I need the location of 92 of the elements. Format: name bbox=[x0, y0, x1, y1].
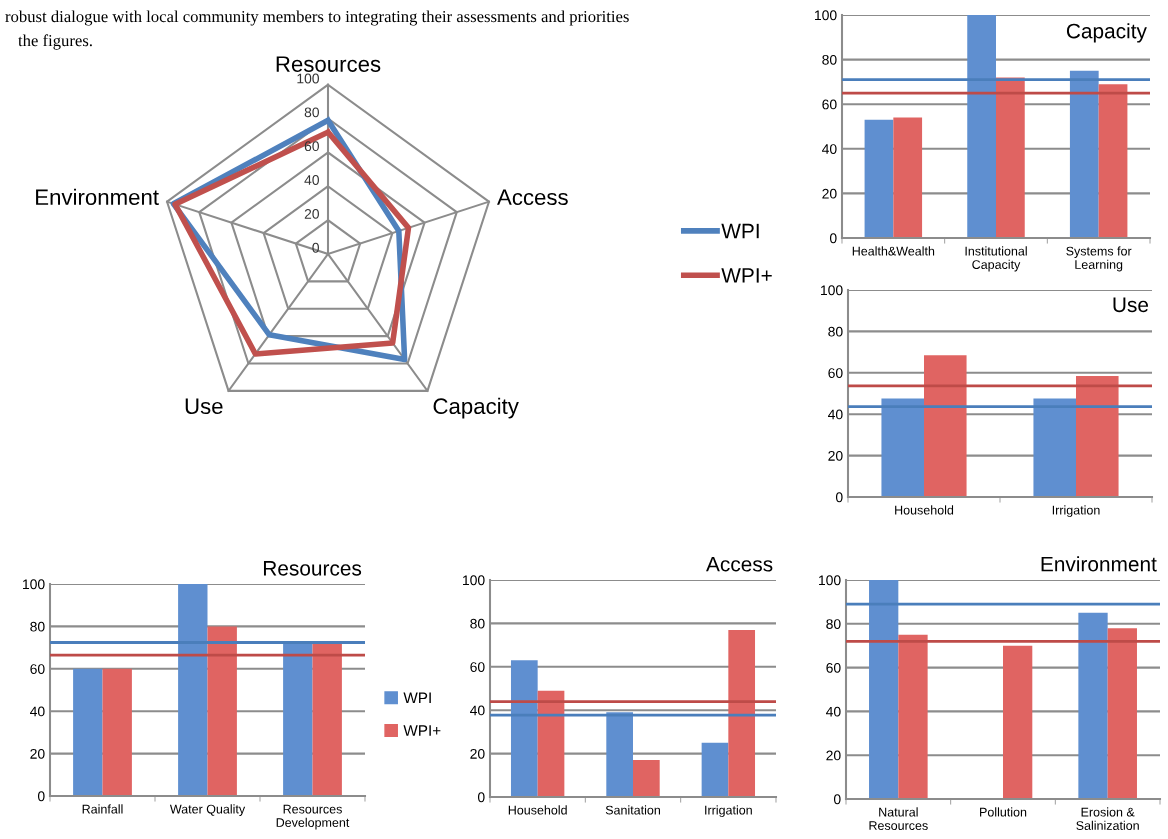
y-tick-label: 100 bbox=[815, 10, 837, 21]
x-tick-label: Systems for Learning bbox=[1066, 246, 1132, 272]
y-tick-label: 100 bbox=[297, 73, 319, 84]
legend-label: WPI bbox=[403, 692, 431, 704]
bar bbox=[1076, 375, 1119, 497]
y-tick-label: 100 bbox=[821, 285, 843, 296]
y-tick-label: 60 bbox=[828, 368, 843, 378]
x-tick-label: Resources Development bbox=[276, 804, 350, 830]
bar bbox=[207, 626, 237, 796]
spoke-label: Capacity bbox=[433, 397, 519, 419]
x-tick-label: Rainfall bbox=[82, 804, 123, 814]
x-tick-label: Irrigation bbox=[705, 805, 752, 817]
bar bbox=[1003, 645, 1033, 799]
text: the figures. bbox=[18, 34, 92, 50]
spoke-label: Access bbox=[497, 189, 568, 206]
y-tick-label: 40 bbox=[826, 706, 841, 717]
spoke-label: Environment bbox=[36, 188, 159, 206]
bar bbox=[881, 398, 924, 497]
bar bbox=[898, 634, 928, 799]
y-tick-label: 100 bbox=[23, 579, 45, 590]
bar bbox=[1098, 84, 1128, 238]
chart-title: Use bbox=[1113, 297, 1149, 313]
y-tick-label: 0 bbox=[835, 492, 843, 503]
bar bbox=[312, 643, 342, 796]
bar bbox=[869, 580, 899, 799]
y-tick-label: 60 bbox=[822, 99, 837, 110]
bar bbox=[924, 355, 967, 497]
bar bbox=[178, 584, 208, 796]
y-tick-label: 20 bbox=[304, 208, 319, 219]
y-tick-label: 80 bbox=[470, 618, 485, 629]
y-tick-label: 60 bbox=[470, 662, 485, 672]
y-tick-label: 40 bbox=[828, 409, 843, 420]
bar bbox=[1107, 628, 1137, 799]
x-tick-label: Institutional Capacity bbox=[965, 246, 1027, 272]
y-tick-label: 20 bbox=[826, 750, 841, 761]
bar bbox=[283, 643, 313, 796]
bar bbox=[728, 629, 756, 797]
x-tick-label: Household bbox=[508, 805, 567, 815]
bar bbox=[633, 760, 660, 797]
y-tick-label: 40 bbox=[822, 144, 837, 154]
y-tick-label: 40 bbox=[470, 705, 485, 716]
legend-label: WPI+ bbox=[403, 725, 441, 736]
bar bbox=[1078, 612, 1108, 799]
y-tick-label: 20 bbox=[828, 450, 843, 461]
spoke-label: Use bbox=[185, 398, 223, 415]
spoke-label: Resources bbox=[276, 56, 381, 72]
y-tick-label: 80 bbox=[828, 326, 843, 337]
y-tick-label: 20 bbox=[822, 188, 837, 199]
bar bbox=[996, 77, 1025, 238]
y-tick-label: 60 bbox=[30, 664, 45, 674]
y-tick-label: 80 bbox=[822, 54, 837, 65]
x-tick-label: Irrigation bbox=[1052, 505, 1100, 517]
bar bbox=[537, 690, 565, 797]
y-tick-label: 60 bbox=[304, 141, 319, 152]
y-tick-label: 0 bbox=[477, 792, 485, 803]
y-tick-label: 80 bbox=[826, 619, 841, 629]
y-tick-label: 0 bbox=[37, 791, 45, 802]
bar bbox=[864, 119, 894, 238]
bar bbox=[606, 712, 633, 797]
y-tick-label: 100 bbox=[463, 575, 485, 586]
text: robust dialogue with local community members to integrating their assessments and priorities bbox=[5, 10, 629, 26]
y-tick-label: 0 bbox=[833, 794, 841, 805]
y-tick-label: 80 bbox=[304, 107, 319, 118]
bar bbox=[73, 668, 103, 796]
y-tick-label: 100 bbox=[819, 575, 841, 586]
bar bbox=[510, 660, 538, 797]
bar bbox=[102, 668, 132, 796]
y-tick-label: 40 bbox=[30, 706, 45, 717]
bar bbox=[1033, 398, 1076, 497]
y-tick-label: 20 bbox=[470, 748, 485, 759]
x-tick-label: Sanitation bbox=[605, 805, 660, 815]
x-tick-label: Household bbox=[895, 505, 954, 515]
y-tick-label: 60 bbox=[826, 662, 841, 673]
bar bbox=[1069, 70, 1099, 238]
y-tick-label: 40 bbox=[304, 175, 319, 185]
bar bbox=[967, 15, 996, 238]
x-tick-label: Erosion & Salinization bbox=[1076, 807, 1139, 830]
chart-title: Resources bbox=[263, 561, 362, 576]
x-tick-label: Natural Resources bbox=[869, 807, 928, 830]
x-tick-label: Pollution bbox=[980, 807, 1027, 817]
x-tick-label: Water Quality bbox=[169, 804, 246, 816]
x-tick-label: Health&Wealth bbox=[852, 246, 935, 256]
chart-title: Access bbox=[706, 557, 773, 572]
y-tick-label: 20 bbox=[30, 748, 45, 759]
chart-title: Capacity bbox=[1066, 23, 1147, 43]
y-tick-label: 80 bbox=[30, 621, 45, 632]
bar bbox=[701, 742, 729, 797]
y-tick-label: 0 bbox=[829, 233, 837, 244]
bar bbox=[893, 117, 923, 238]
legend-label: WPI bbox=[721, 223, 759, 239]
chart-title: Environment bbox=[1041, 556, 1157, 572]
legend-label: WPI+ bbox=[721, 268, 772, 283]
